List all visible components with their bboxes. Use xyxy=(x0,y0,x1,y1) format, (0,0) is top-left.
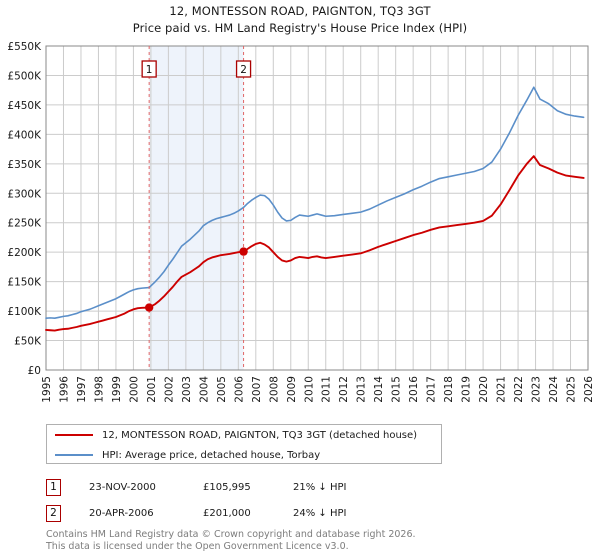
legend-swatch-price-paid xyxy=(55,434,93,436)
x-axis-tick-label: 2019 xyxy=(461,376,473,403)
y-axis-tick-label: £50K xyxy=(14,336,42,348)
transaction-price: £105,995 xyxy=(203,481,251,493)
transaction-price: £201,000 xyxy=(203,507,251,519)
series-line-hpi xyxy=(45,86,585,319)
x-axis-tick-label: 2002 xyxy=(163,376,175,403)
x-axis-tick-label: 2025 xyxy=(566,376,578,403)
transactions-table: 1 23-NOV-2000 £105,995 21% ↓ HPI 2 20-AP… xyxy=(46,474,466,526)
transaction-marker-dot xyxy=(239,247,248,256)
legend-swatch-hpi xyxy=(55,454,93,456)
y-axis-tick-label: £450K xyxy=(7,100,42,112)
x-axis-tick-label: 2001 xyxy=(146,376,158,403)
x-axis-tick-label: 2012 xyxy=(338,376,350,403)
y-axis-tick-label: £150K xyxy=(7,277,42,289)
transaction-hpi-delta: 24% ↓ HPI xyxy=(293,507,347,519)
transaction-date: 20-APR-2006 xyxy=(89,507,154,519)
footer-attribution: Contains HM Land Registry data © Crown c… xyxy=(46,529,586,552)
x-axis-tick-label: 2003 xyxy=(181,376,193,403)
y-axis-tick-label: £500K xyxy=(7,70,42,82)
x-axis-tick-label: 2021 xyxy=(496,376,508,403)
page-subtitle: Price paid vs. HM Land Registry's House … xyxy=(132,21,468,35)
y-axis-tick-label: £200K xyxy=(7,247,42,259)
legend-item-price-paid: 12, MONTESSON ROAD, PAIGNTON, TQ3 3GT (d… xyxy=(47,425,441,445)
x-axis-tick-label: 2024 xyxy=(548,376,560,403)
x-axis-tick-label: 2005 xyxy=(216,376,228,403)
x-axis-tick-label: 2026 xyxy=(583,376,595,403)
x-axis-tick-label: 2000 xyxy=(128,376,140,403)
x-axis-tick-label: 2016 xyxy=(408,376,420,403)
x-axis-tick-label: 1995 xyxy=(41,376,53,403)
plot-border xyxy=(45,45,589,371)
x-axis-tick-label: 2007 xyxy=(251,376,263,403)
x-axis-tick-label: 2023 xyxy=(531,376,543,403)
y-axis-tick-label: £300K xyxy=(7,188,42,200)
footer-line-2: This data is licensed under the Open Gov… xyxy=(46,540,349,552)
table-row: 1 23-NOV-2000 £105,995 21% ↓ HPI xyxy=(46,474,466,500)
transaction-index-badge: 1 xyxy=(46,478,61,496)
y-axis-tick-label: £550K xyxy=(7,41,42,53)
y-axis-tick-label: £0 xyxy=(28,365,41,377)
transaction-date: 23-NOV-2000 xyxy=(89,481,156,493)
series-line-price-paid xyxy=(45,155,585,332)
y-axis-tick-label: £350K xyxy=(7,159,42,171)
x-axis-tick-label: 2014 xyxy=(373,376,385,403)
legend-item-hpi: HPI: Average price, detached house, Torb… xyxy=(47,445,441,465)
footer-line-1: Contains HM Land Registry data © Crown c… xyxy=(46,529,416,540)
plot-area: 1995 1996 1997 1998 1999 2000 2001 2002 2003 2004… xyxy=(7,41,595,403)
x-axis-tick-label: 1999 xyxy=(111,376,123,403)
transaction-index-badge: 2 xyxy=(46,504,61,522)
legend-label-hpi: HPI: Average price, detached house, Torb… xyxy=(102,449,321,461)
page-title: 12, MONTESSON ROAD, PAIGNTON, TQ3 3GT xyxy=(169,4,431,18)
x-axis-tick-label: 2011 xyxy=(321,376,333,403)
annotation-badge xyxy=(235,60,252,78)
transaction-hpi-delta: 21% ↓ HPI xyxy=(293,481,347,493)
x-axis-tick-label: 2022 xyxy=(513,376,525,403)
x-axis-tick-label: 2010 xyxy=(303,376,315,403)
transaction-marker-dot xyxy=(144,303,154,312)
x-axis-tick-label: 2013 xyxy=(356,376,368,403)
legend-label-price-paid: 12, MONTESSON ROAD, PAIGNTON, TQ3 3GT (d… xyxy=(102,429,418,441)
chart-title-block: 12, MONTESSON ROAD, PAIGNTON, TQ3 3GT Pr… xyxy=(0,0,600,35)
highlight-band xyxy=(149,46,244,370)
x-axis-tick-label: 2017 xyxy=(426,376,438,403)
x-axis-tick-label: 2018 xyxy=(443,376,455,403)
table-row: 2 20-APR-2006 £201,000 24% ↓ HPI xyxy=(46,500,466,526)
x-axis-tick-label: 2015 xyxy=(391,376,403,403)
y-axis-tick-label: £400K xyxy=(7,129,42,141)
x-axis-tick-label: 2009 xyxy=(286,376,298,403)
annotation-badge-label: 1 xyxy=(146,64,153,76)
x-axis-tick-label: 2006 xyxy=(233,376,245,403)
x-axis-tick-label: 1996 xyxy=(58,376,70,403)
annotation-badge xyxy=(141,60,157,78)
chart-legend: 12, MONTESSON ROAD, PAIGNTON, TQ3 3GT (d… xyxy=(46,424,442,464)
y-axis-tick-label: £100K xyxy=(7,306,42,318)
x-axis-tick-label: 2004 xyxy=(198,376,210,403)
x-axis-tick-label: 1998 xyxy=(93,376,105,403)
annotation-badge-label: 2 xyxy=(240,64,247,76)
y-axis-tick-label: £250K xyxy=(7,218,42,230)
x-axis-tick-label: 1997 xyxy=(76,376,88,403)
x-axis-tick-label: 2008 xyxy=(268,376,280,403)
x-axis-tick-label: 2020 xyxy=(478,376,490,403)
